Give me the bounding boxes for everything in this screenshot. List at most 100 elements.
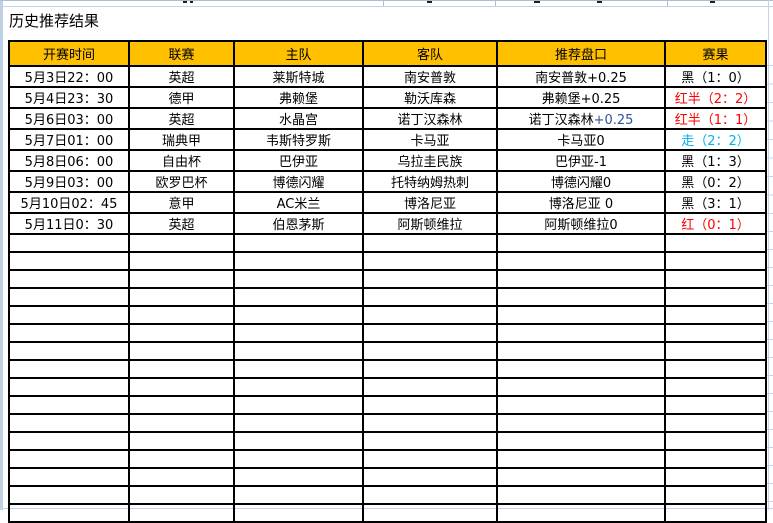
empty-cell[interactable] (8, 233, 130, 253)
empty-cell[interactable] (128, 467, 235, 487)
cell-home-team[interactable]: 韦斯特罗斯 (233, 128, 364, 151)
empty-cell[interactable] (233, 269, 364, 289)
cell-home-team[interactable]: 巴伊亚 (233, 149, 364, 172)
empty-cell[interactable] (8, 323, 130, 343)
cell-result[interactable]: 红（0：1） (664, 212, 767, 235)
empty-cell[interactable] (128, 431, 235, 451)
empty-cell[interactable] (664, 359, 767, 379)
header-cell-result[interactable]: 赛果 (664, 40, 767, 67)
cell-league[interactable]: 欧罗巴杯 (128, 170, 235, 193)
empty-cell[interactable] (496, 377, 666, 397)
cell-league[interactable]: 德甲 (128, 86, 235, 109)
cell-result[interactable]: 黑（1：0） (664, 65, 767, 88)
empty-cell[interactable] (8, 467, 130, 487)
empty-cell[interactable] (362, 449, 498, 469)
cell-away-team[interactable]: 南安普敦 (362, 65, 498, 88)
empty-cell[interactable] (362, 269, 498, 289)
empty-cell[interactable] (233, 413, 364, 433)
empty-cell[interactable] (8, 305, 130, 325)
empty-cell[interactable] (664, 503, 767, 523)
empty-cell[interactable] (362, 359, 498, 379)
empty-cell[interactable] (496, 431, 666, 451)
empty-cell[interactable] (233, 359, 364, 379)
cell-home-team[interactable]: 莱斯特城 (233, 65, 364, 88)
cell-result[interactable]: 黑（0：2） (664, 170, 767, 193)
cell-handicap[interactable]: 诺丁汉森林+0.25 (496, 107, 666, 130)
empty-cell[interactable] (8, 413, 130, 433)
empty-cell[interactable] (8, 251, 130, 271)
empty-cell[interactable] (128, 269, 235, 289)
cell-away-team[interactable]: 诺丁汉森林 (362, 107, 498, 130)
cell-home-team[interactable]: 弗赖堡 (233, 86, 364, 109)
empty-cell[interactable] (128, 287, 235, 307)
cell-result[interactable]: 走（2：2） (664, 128, 767, 151)
empty-cell[interactable] (128, 485, 235, 505)
cell-handicap[interactable]: 巴伊亚-1 (496, 149, 666, 172)
empty-cell[interactable] (362, 323, 498, 343)
empty-cell[interactable] (362, 377, 498, 397)
empty-cell[interactable] (362, 485, 498, 505)
empty-cell[interactable] (8, 449, 130, 469)
cell-start-time[interactable]: 5月4日23：30 (8, 86, 130, 109)
empty-cell[interactable] (128, 503, 235, 523)
empty-cell[interactable] (664, 323, 767, 343)
empty-cell[interactable] (664, 485, 767, 505)
empty-cell[interactable] (496, 233, 666, 253)
cell-league[interactable]: 自由杯 (128, 149, 235, 172)
empty-cell[interactable] (128, 323, 235, 343)
empty-cell[interactable] (664, 449, 767, 469)
cell-home-team[interactable]: AC米兰 (233, 191, 364, 214)
header-cell-handicap[interactable]: 推荐盘口 (496, 40, 666, 67)
header-cell-away-team[interactable]: 客队 (362, 40, 498, 67)
empty-cell[interactable] (496, 449, 666, 469)
empty-cell[interactable] (496, 503, 666, 523)
empty-cell[interactable] (362, 503, 498, 523)
empty-cell[interactable] (8, 341, 130, 361)
empty-cell[interactable] (8, 395, 130, 415)
cell-home-team[interactable]: 博德闪耀 (233, 170, 364, 193)
empty-cell[interactable] (362, 233, 498, 253)
empty-cell[interactable] (128, 449, 235, 469)
empty-cell[interactable] (233, 341, 364, 361)
empty-cell[interactable] (496, 269, 666, 289)
empty-cell[interactable] (8, 269, 130, 289)
header-cell-start-time[interactable]: 开赛时间 (8, 40, 130, 67)
empty-cell[interactable] (496, 467, 666, 487)
empty-cell[interactable] (362, 287, 498, 307)
empty-cell[interactable] (664, 251, 767, 271)
empty-cell[interactable] (8, 485, 130, 505)
cell-away-team[interactable]: 乌拉圭民族 (362, 149, 498, 172)
cell-league[interactable]: 英超 (128, 65, 235, 88)
cell-start-time[interactable]: 5月6日03：00 (8, 107, 130, 130)
empty-cell[interactable] (8, 377, 130, 397)
empty-cell[interactable] (664, 287, 767, 307)
empty-cell[interactable] (362, 431, 498, 451)
empty-cell[interactable] (362, 413, 498, 433)
cell-home-team[interactable]: 伯恩茅斯 (233, 212, 364, 235)
cell-handicap[interactable]: 阿斯顿维拉0 (496, 212, 666, 235)
empty-cell[interactable] (128, 395, 235, 415)
empty-cell[interactable] (496, 359, 666, 379)
empty-cell[interactable] (496, 305, 666, 325)
empty-cell[interactable] (128, 233, 235, 253)
empty-cell[interactable] (496, 341, 666, 361)
empty-cell[interactable] (233, 287, 364, 307)
empty-cell[interactable] (664, 467, 767, 487)
cell-away-team[interactable]: 博洛尼亚 (362, 191, 498, 214)
empty-cell[interactable] (496, 287, 666, 307)
empty-cell[interactable] (362, 305, 498, 325)
cell-result[interactable]: 红半（1：1） (664, 107, 767, 130)
empty-cell[interactable] (233, 503, 364, 523)
empty-cell[interactable] (128, 413, 235, 433)
empty-cell[interactable] (496, 413, 666, 433)
empty-cell[interactable] (8, 287, 130, 307)
cell-start-time[interactable]: 5月8日06：00 (8, 149, 130, 172)
empty-cell[interactable] (233, 485, 364, 505)
empty-cell[interactable] (233, 431, 364, 451)
cell-result[interactable]: 黑（1：3） (664, 149, 767, 172)
cell-start-time[interactable]: 5月3日22：00 (8, 65, 130, 88)
empty-cell[interactable] (664, 413, 767, 433)
empty-cell[interactable] (8, 359, 130, 379)
empty-cell[interactable] (8, 431, 130, 451)
empty-cell[interactable] (233, 251, 364, 271)
